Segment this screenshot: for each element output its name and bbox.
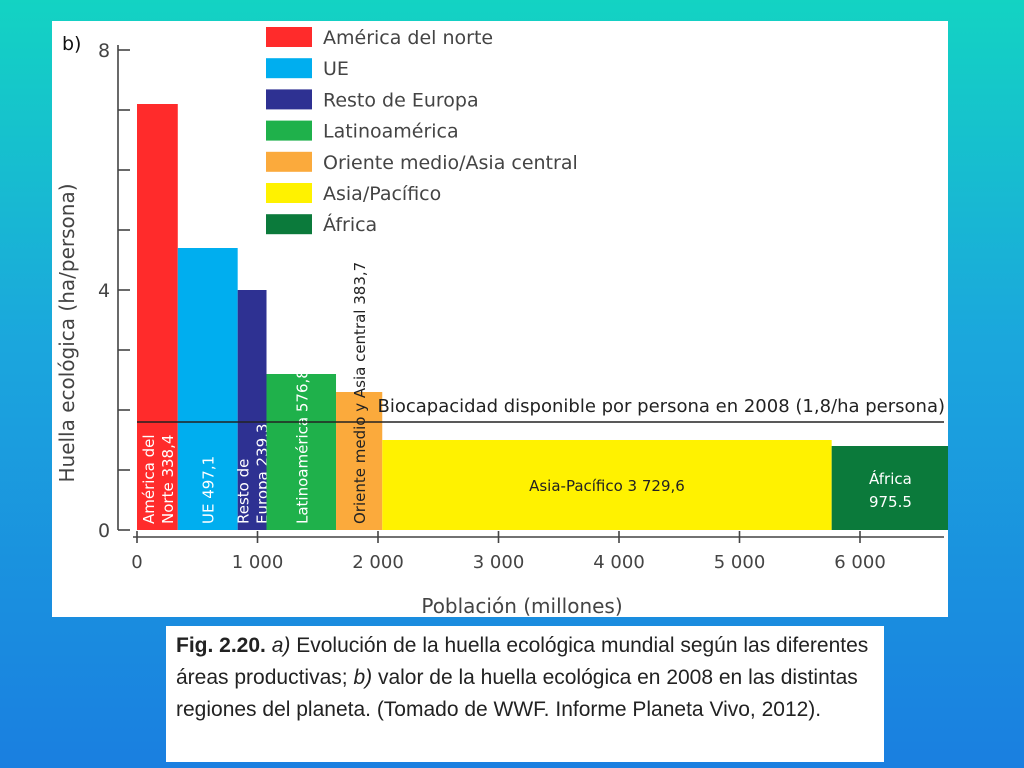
legend-label: UE: [323, 58, 349, 80]
ecological-footprint-chart: b) 0 4 8 0 1 000 2 000 3 000 4 000 5 000 6 000 A…: [55, 27, 948, 617]
bar: [177, 248, 238, 530]
y-axis: 0 4 8: [98, 40, 130, 542]
caption-part-b-letter: b): [353, 666, 373, 689]
y-axis-title: Huella ecológica (ha/persona): [55, 183, 79, 482]
bar: [137, 104, 178, 530]
bar-label-group: Latinoamérica 576,8: [293, 369, 311, 524]
caption-figure-label: Fig. 2.20.: [176, 634, 266, 657]
legend-swatch: [266, 183, 312, 203]
legend-label: Oriente medio/Asia central: [323, 152, 578, 174]
bar-label-group: América del Norte 338,4: [140, 434, 177, 524]
caption-part-a-letter: a): [271, 634, 291, 657]
bars: América del Norte 338,4 UE 497,1 Resto de Eu…: [137, 104, 948, 530]
caption-part-b-text: valor de la huella ecológica en 2008 en …: [176, 666, 858, 721]
bar-label: Oriente medio y Asia central 383,7: [351, 262, 369, 524]
legend-swatch: [266, 214, 312, 235]
bar-label: Latinoamérica 576,8: [293, 369, 311, 524]
legend-swatch: [266, 89, 312, 110]
legend-label: África: [323, 213, 377, 236]
legend-swatch: [266, 27, 312, 47]
bar: [266, 374, 337, 530]
legend: América del norte UE Resto de Europa Latino…: [266, 27, 578, 236]
reference-line-label: Biocapacidad disponible por persona en 2…: [378, 396, 946, 417]
caption-part-a-text: Evolución de la huella ecológica mundial…: [176, 634, 869, 689]
x-tick-label: 3 000: [473, 552, 525, 573]
panel-label: b): [62, 33, 81, 55]
bar-label: Asia-Pacífico 3 729,6: [529, 477, 685, 495]
x-axis: 0 1 000 2 000 3 000 4 000 5 000 6 000: [131, 531, 944, 573]
bar-label-group: Oriente medio y Asia central 383,7: [351, 262, 369, 524]
x-tick-label: 0: [131, 552, 142, 573]
y-tick-label: 4: [98, 280, 110, 302]
legend-label: América del norte: [323, 27, 493, 49]
bar-label: Norte 338,4: [159, 435, 177, 524]
x-tick-label: 1 000: [232, 552, 284, 573]
reference-line-group: Biocapacidad disponible por persona en 2…: [137, 396, 946, 423]
x-axis-title: Población (millones): [421, 594, 622, 617]
bar-label: África: [869, 469, 912, 488]
legend-swatch: [266, 120, 312, 141]
figure-caption: Fig. 2.20. a) Evolución de la huella eco…: [166, 626, 884, 762]
bar-label: UE 497,1: [200, 456, 218, 524]
bar: [237, 290, 267, 530]
legend-label: Latinoamérica: [323, 121, 459, 143]
bar-label: América del: [140, 434, 158, 524]
bar: [382, 440, 832, 530]
bar: [831, 446, 948, 530]
x-tick-label: 4 000: [593, 552, 645, 573]
legend-label: Asia/Pacífico: [323, 183, 441, 205]
bar-label: Resto de: [235, 459, 253, 524]
bar: [336, 392, 383, 530]
y-tick-label: 0: [98, 520, 110, 542]
x-tick-label: 6 000: [834, 552, 886, 573]
bar-label: 975.5: [869, 493, 912, 511]
x-tick-label: 2 000: [352, 552, 404, 573]
legend-swatch: [266, 151, 312, 172]
legend-label: Resto de Europa: [323, 89, 479, 111]
legend-swatch: [266, 58, 312, 79]
chart-panel: b) 0 4 8 0 1 000 2 000 3 000 4 000 5 000 6 000 A…: [52, 21, 948, 617]
y-tick-label: 8: [98, 40, 110, 62]
bar-label-group: UE 497,1: [200, 456, 218, 524]
x-tick-label: 5 000: [714, 552, 766, 573]
